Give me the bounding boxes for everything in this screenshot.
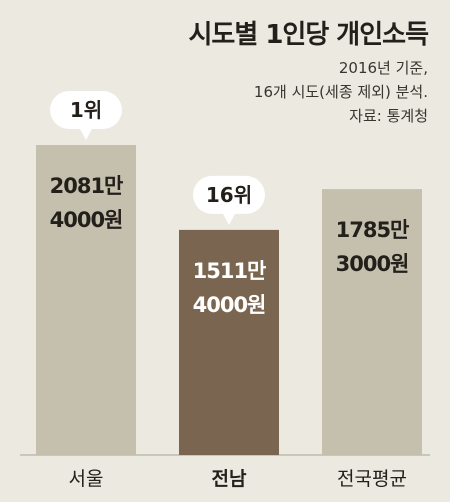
value-label: 3000원 (336, 252, 409, 276)
value-label: 2081만 (50, 174, 123, 198)
category-label: 전국평균 (337, 468, 407, 490)
value-label: 4000원 (50, 208, 123, 232)
category-label: 전남 (212, 468, 247, 490)
value-label: 1785만 (336, 218, 409, 242)
bar (179, 229, 279, 455)
note-line: 자료: 통계청 (349, 107, 428, 125)
chart-notes: 2016년 기준, 16개 시도(세종 제외) 분석. 자료: 통계청 (254, 56, 428, 128)
value-label: 4000원 (193, 293, 266, 317)
note-line: 16개 시도(세종 제외) 분석. (253, 83, 428, 101)
bar (322, 189, 422, 456)
value-label: 1511만 (193, 259, 266, 283)
note-line: 2016년 기준, (338, 59, 428, 77)
category-label: 서울 (69, 468, 104, 490)
rank-bubble (193, 175, 265, 225)
bar (36, 145, 136, 455)
chart-title: 시도별 1인당 개인소득 (188, 20, 429, 50)
rank-label: 1위 (70, 98, 102, 122)
rank-bubble (50, 91, 122, 140)
rank-label: 16위 (206, 183, 252, 207)
